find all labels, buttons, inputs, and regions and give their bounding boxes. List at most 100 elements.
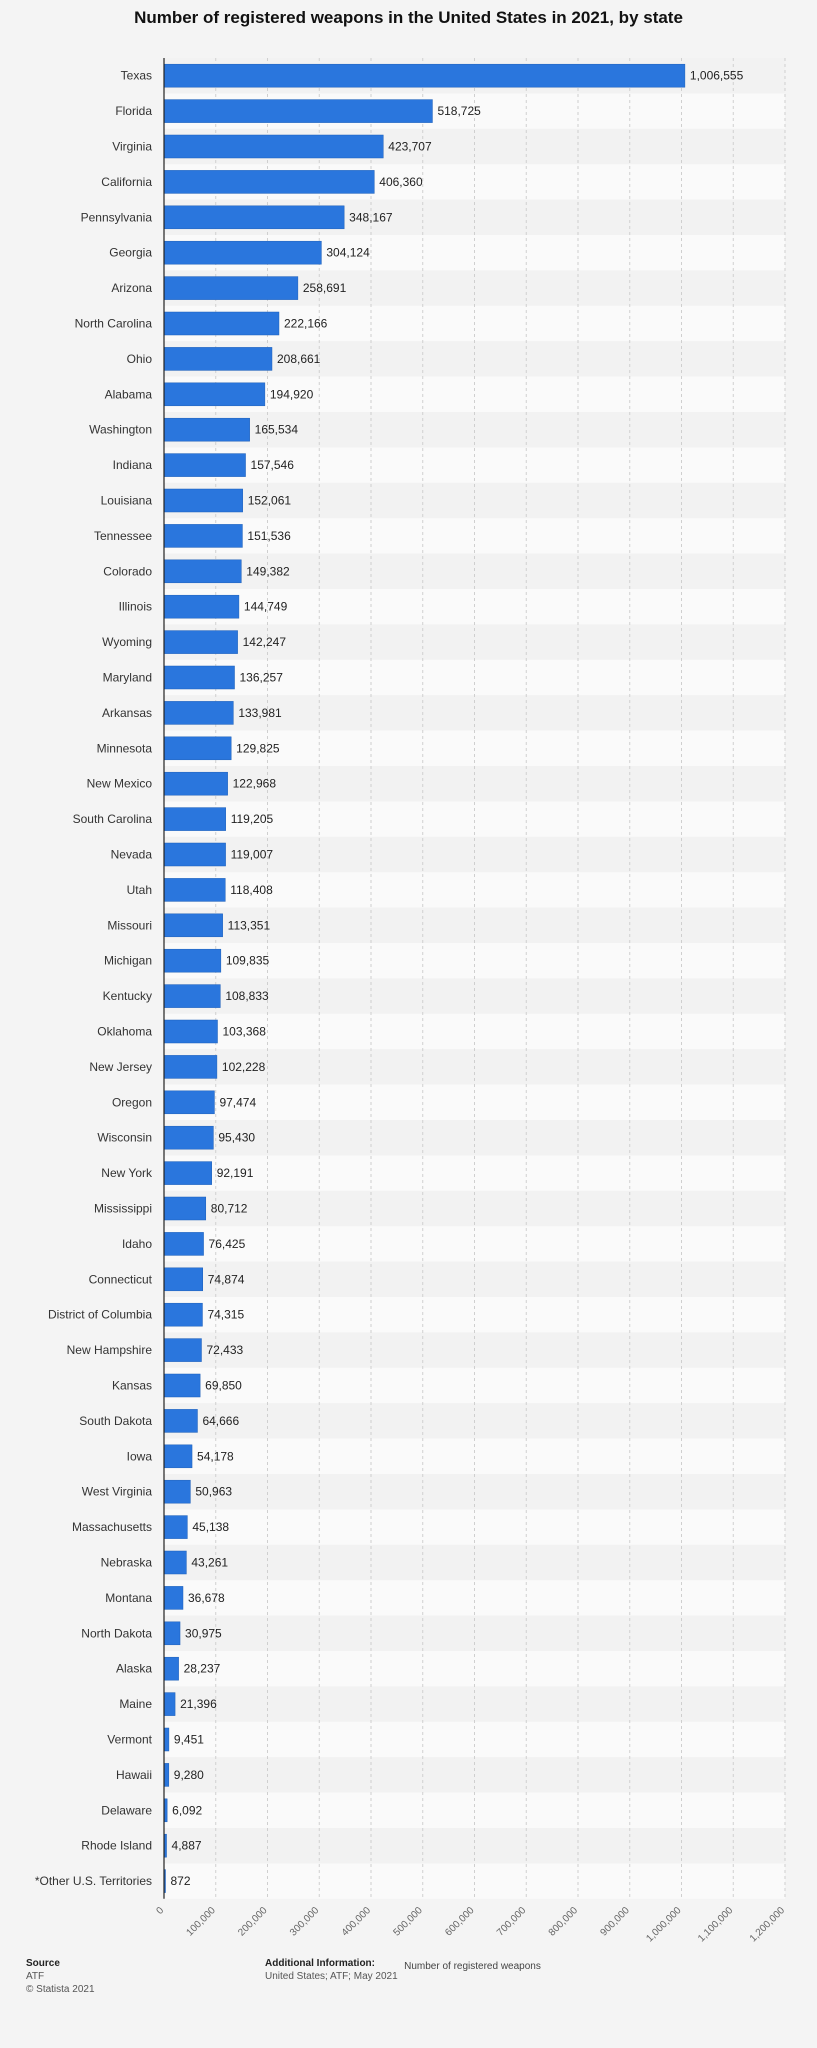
value-label: 152,061 (248, 494, 292, 508)
value-label: 28,237 (184, 1662, 221, 1676)
category-label: Oklahoma (97, 1025, 152, 1039)
value-label: 108,833 (225, 989, 269, 1003)
row-band (164, 766, 785, 802)
value-label: 92,191 (217, 1166, 254, 1180)
category-label: Kentucky (103, 989, 152, 1003)
x-tick-label: 200,000 (236, 1905, 270, 1939)
bar (163, 311, 280, 336)
value-label: 423,707 (388, 140, 432, 154)
bar (163, 1656, 179, 1681)
value-label: 76,425 (209, 1237, 246, 1251)
category-label: New York (101, 1166, 153, 1180)
row-band (164, 907, 785, 943)
row-band (164, 1828, 785, 1864)
value-label: 149,382 (246, 564, 290, 578)
category-label: Nevada (111, 848, 153, 862)
value-label: 122,968 (233, 777, 277, 791)
category-label: Idaho (122, 1237, 152, 1251)
category-label: Massachusetts (72, 1520, 152, 1534)
category-label: North Dakota (81, 1626, 152, 1640)
value-label: 222,166 (284, 317, 328, 331)
category-label: Texas (121, 69, 152, 83)
x-tick-label: 1,100,000 (696, 1905, 736, 1945)
bar (163, 1763, 170, 1787)
value-label: 872 (171, 1874, 191, 1888)
bar (163, 1019, 218, 1044)
x-tick-label: 300,000 (288, 1905, 322, 1939)
category-label: Washington (89, 423, 152, 437)
bar (163, 1055, 218, 1079)
bar (163, 984, 221, 1008)
category-label: Ohio (127, 352, 153, 366)
value-label: 9,451 (174, 1733, 204, 1747)
category-label: New Jersey (89, 1060, 152, 1074)
category-label: Kansas (112, 1379, 152, 1393)
value-label: 36,678 (188, 1591, 225, 1605)
category-label: Oregon (112, 1095, 152, 1109)
row-band (164, 1155, 785, 1191)
bar (163, 594, 240, 619)
category-label: Arizona (111, 281, 152, 295)
category-label: West Virginia (82, 1485, 153, 1499)
bar (163, 63, 686, 88)
row-band (164, 1544, 785, 1581)
row-band (164, 836, 785, 873)
footer-additional-info: Additional Information: United States; A… (265, 1957, 398, 1983)
category-label: Georgia (109, 246, 152, 260)
row-band (164, 1120, 785, 1156)
category-label: Utah (127, 883, 152, 897)
category-label: Wyoming (102, 635, 152, 649)
category-label: Montana (105, 1591, 152, 1605)
row-band (164, 1863, 785, 1899)
value-label: 406,360 (379, 175, 423, 189)
value-label: 194,920 (270, 387, 314, 401)
x-tick-label: 800,000 (547, 1905, 581, 1939)
value-label: 6,092 (172, 1803, 202, 1817)
category-label: Wisconsin (97, 1131, 152, 1145)
bar (163, 948, 222, 973)
value-label: 142,247 (243, 635, 287, 649)
value-label: 136,257 (240, 671, 284, 685)
value-label: 157,546 (251, 458, 295, 472)
value-label: 4,887 (172, 1839, 202, 1853)
value-label: 119,205 (231, 812, 274, 826)
x-tick-label: 900,000 (599, 1905, 633, 1939)
bar (163, 1196, 207, 1221)
bar (163, 913, 223, 938)
category-label: Florida (115, 104, 152, 118)
bar (163, 842, 226, 867)
row-band (164, 1261, 785, 1297)
bar (163, 1479, 191, 1504)
bar (163, 665, 235, 690)
chart-title: Number of registered weapons in the Unit… (134, 8, 683, 27)
category-label: California (101, 175, 152, 189)
category-label: Maryland (103, 671, 152, 685)
bar (163, 1727, 170, 1752)
row-band (164, 872, 785, 908)
value-label: 348,167 (349, 210, 393, 224)
row-band (164, 1615, 785, 1651)
row-band (164, 518, 785, 554)
category-label: Indiana (113, 458, 153, 472)
row-band (164, 1509, 785, 1545)
x-tick-label: 1,200,000 (748, 1905, 788, 1945)
category-label: South Carolina (73, 812, 153, 826)
value-label: 208,661 (277, 352, 321, 366)
source-name[interactable]: ATF (26, 1971, 45, 1982)
bar (163, 99, 433, 123)
bar (163, 453, 246, 477)
x-tick-label: 500,000 (392, 1905, 426, 1939)
value-label: 9,280 (174, 1768, 204, 1782)
category-label: Rhode Island (81, 1839, 152, 1853)
value-label: 518,725 (437, 104, 481, 118)
source-heading: Source (26, 1958, 60, 1969)
category-label: Arkansas (102, 706, 152, 720)
bar (163, 1621, 181, 1646)
category-label: District of Columbia (48, 1308, 152, 1322)
row-band (164, 553, 785, 589)
category-label: Alabama (105, 387, 153, 401)
value-label: 72,433 (206, 1343, 243, 1357)
bar (163, 347, 273, 371)
category-label: Vermont (107, 1733, 152, 1747)
